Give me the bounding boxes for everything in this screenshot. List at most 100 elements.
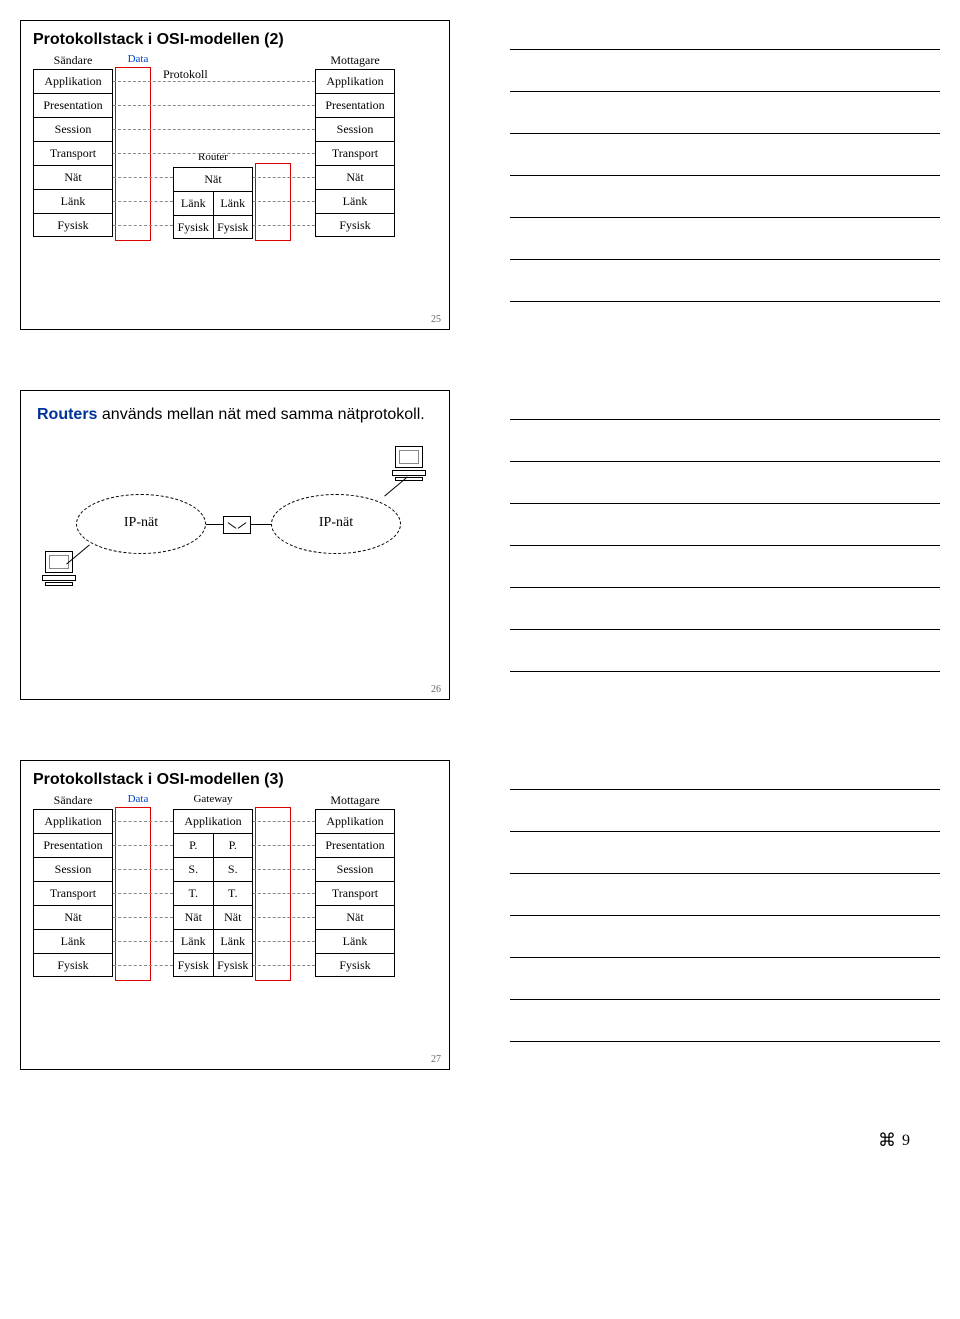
note-line <box>510 873 940 874</box>
layer: Transport <box>33 881 113 905</box>
layer: Nät <box>33 905 113 929</box>
sender-header: Sändare <box>33 793 113 807</box>
row-slide-1: Protokollstack i OSI-modellen (2) Sändar… <box>20 20 940 330</box>
note-line <box>510 91 940 92</box>
gateway-layer: Fysisk Fysisk <box>173 953 253 977</box>
wire <box>206 524 224 525</box>
notes-area <box>510 760 940 1070</box>
red-box-left <box>115 807 151 981</box>
gateway-header: Gateway <box>173 793 253 807</box>
connector <box>253 917 315 918</box>
stack-diagram: Sändare Applikation Presentation Session… <box>33 53 437 283</box>
layer: Presentation <box>33 93 113 117</box>
layer: Presentation <box>33 833 113 857</box>
slide-num: 25 <box>431 314 441 325</box>
notes-area <box>510 20 940 330</box>
layer: Transport <box>315 881 395 905</box>
note-line <box>510 217 940 218</box>
slide-num: 26 <box>431 684 441 695</box>
cloud-left: IP-nät <box>76 494 206 554</box>
wire <box>251 524 271 525</box>
slide-1: Protokollstack i OSI-modellen (2) Sändar… <box>20 20 450 330</box>
router-icon <box>223 516 251 534</box>
router-layer: Fysisk Fysisk <box>173 215 253 239</box>
slide-title: Routers används mellan nät med samma nät… <box>37 405 449 426</box>
connector <box>253 893 315 894</box>
connector <box>113 845 173 846</box>
note-line <box>510 999 940 1000</box>
layer: Session <box>315 857 395 881</box>
layer: Presentation <box>315 833 395 857</box>
network-diagram: IP-nät IP-nät <box>21 456 449 596</box>
connector <box>253 869 315 870</box>
layer: Fysisk <box>33 213 113 237</box>
layer: Applikation <box>315 809 395 833</box>
layer: Applikation <box>315 69 395 93</box>
layer: Applikation <box>33 69 113 93</box>
slide-2: Routers används mellan nät med samma nät… <box>20 390 450 700</box>
note-line <box>510 587 940 588</box>
computer-icon <box>391 446 427 480</box>
layer: Länk <box>315 929 395 953</box>
row-slide-2: Routers används mellan nät med samma nät… <box>20 390 940 700</box>
computer-icon <box>41 551 77 585</box>
layer: Session <box>33 117 113 141</box>
slide-title: Protokollstack i OSI-modellen (3) <box>33 771 449 789</box>
row-slide-3: Protokollstack i OSI-modellen (3) Sändar… <box>20 760 940 1070</box>
note-line <box>510 831 940 832</box>
note-line <box>510 49 940 50</box>
layer: Länk <box>315 189 395 213</box>
red-box-right <box>255 163 291 241</box>
slide-num: 27 <box>431 1054 441 1065</box>
gateway-layer: T. T. <box>173 881 253 905</box>
connector <box>253 821 315 822</box>
page-footer: ⌘ 9 <box>20 1130 940 1151</box>
layer: Fysisk <box>315 953 395 977</box>
layer: Applikation <box>33 809 113 833</box>
connector <box>253 201 315 202</box>
connector <box>113 965 173 966</box>
gateway-layer: Nät Nät <box>173 905 253 929</box>
layer: Nät <box>315 905 395 929</box>
note-line <box>510 419 940 420</box>
note-line <box>510 175 940 176</box>
layer: Presentation <box>315 93 395 117</box>
connector <box>113 893 173 894</box>
note-line <box>510 301 940 302</box>
note-line <box>510 671 940 672</box>
slide-title: Protokollstack i OSI-modellen (2) <box>33 31 449 49</box>
layer: Transport <box>315 141 395 165</box>
layer: Session <box>33 857 113 881</box>
layer: Session <box>315 117 395 141</box>
connector <box>253 177 315 178</box>
layer: Fysisk <box>315 213 395 237</box>
connector <box>253 965 315 966</box>
router-layer: Länk Länk <box>173 191 253 215</box>
title-rest: används mellan nät med samma nätprotokol… <box>97 406 424 423</box>
red-box-right <box>255 807 291 981</box>
protokoll-label: Protokoll <box>163 67 208 82</box>
connector <box>113 129 315 130</box>
slide-3: Protokollstack i OSI-modellen (3) Sändar… <box>20 760 450 1070</box>
connector <box>113 821 173 822</box>
note-line <box>510 1041 940 1042</box>
connector <box>113 153 315 154</box>
gateway-layer: Applikation <box>173 809 253 833</box>
connector <box>113 105 315 106</box>
router-layer: Nät <box>173 167 253 191</box>
note-line <box>510 789 940 790</box>
connector <box>113 225 173 226</box>
receiver-header: Mottagare <box>315 53 395 67</box>
page-number: 9 <box>902 1132 910 1150</box>
note-line <box>510 503 940 504</box>
connector <box>253 845 315 846</box>
connector <box>253 941 315 942</box>
command-icon: ⌘ <box>878 1130 896 1151</box>
connector <box>113 201 173 202</box>
gateway-layer: S. S. <box>173 857 253 881</box>
connector <box>113 81 315 82</box>
note-line <box>510 545 940 546</box>
note-line <box>510 629 940 630</box>
gateway-layer: P. P. <box>173 833 253 857</box>
stack-diagram: Sändare Applikation Presentation Session… <box>33 793 437 1023</box>
